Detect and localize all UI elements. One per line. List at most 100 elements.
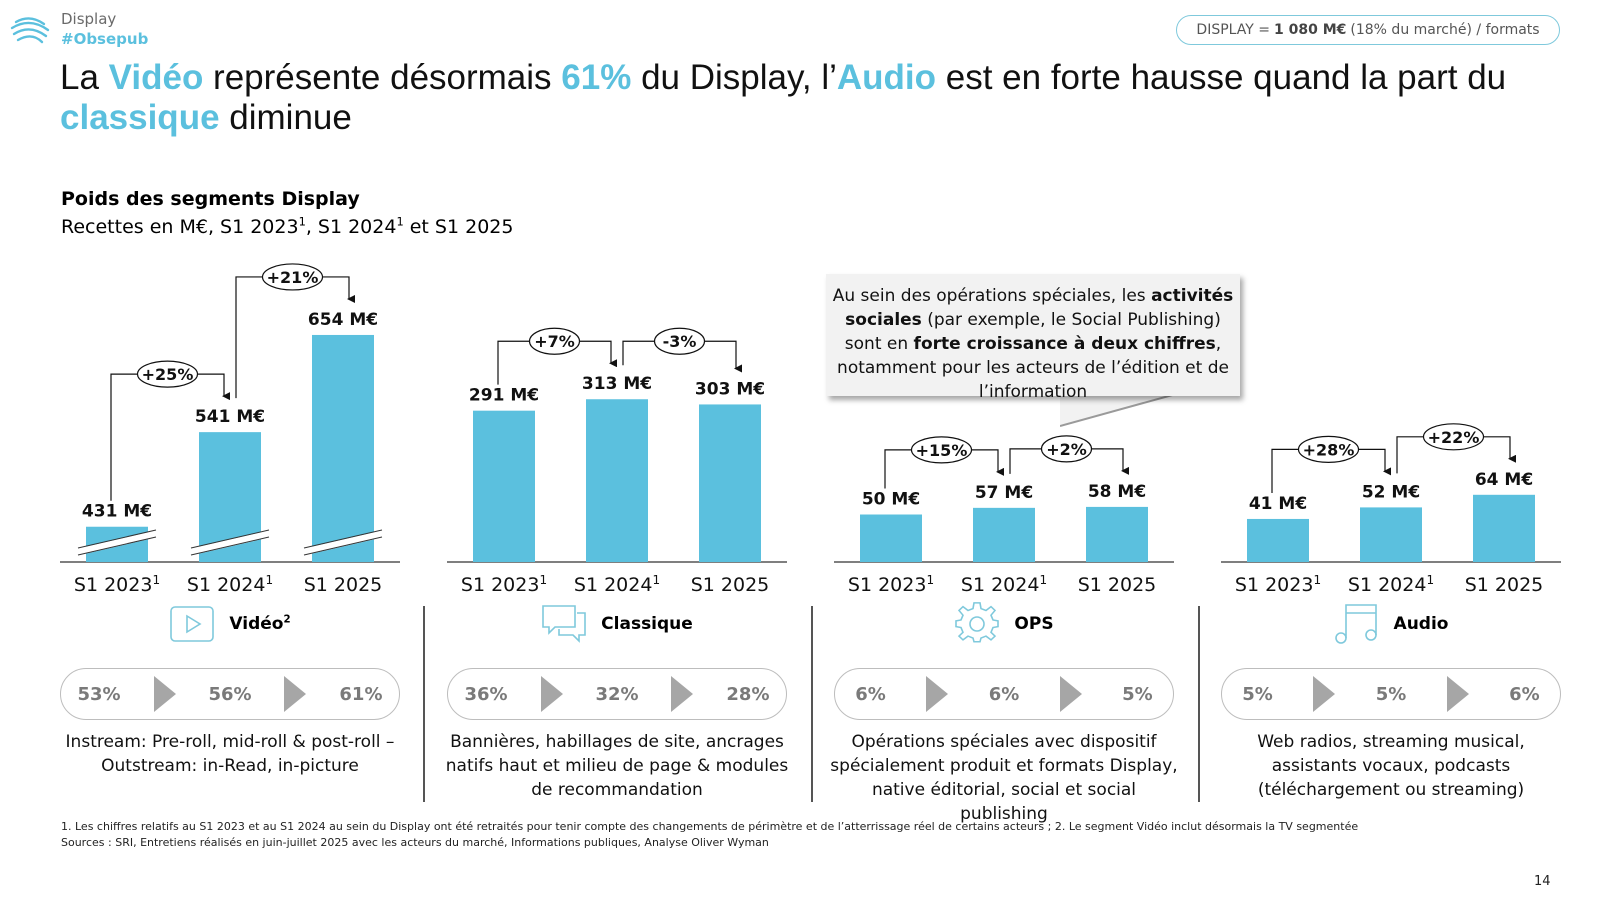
title-highlight: classique xyxy=(60,98,220,137)
share-value: 32% xyxy=(595,683,639,705)
callout-text: (par exemple, le Social Publishing) sont… xyxy=(844,310,1221,354)
bar-s1-2025 xyxy=(1473,494,1535,562)
value-label: 654 M€ xyxy=(308,310,378,330)
category-label: S1 20241 xyxy=(1348,573,1434,596)
segment-title: Vidéo2 xyxy=(229,614,291,634)
title-highlight: Vidéo xyxy=(108,58,204,97)
caption-part: Recettes en M€, S1 2023 xyxy=(61,216,299,238)
value-label: 52 M€ xyxy=(1362,482,1420,502)
category-label: S1 20231 xyxy=(461,573,547,596)
segment-header: OPS xyxy=(834,602,1174,643)
share-value: 6% xyxy=(1509,683,1540,705)
axis-break-gap xyxy=(303,530,383,556)
title-text: représente désormais xyxy=(203,58,562,97)
share-pill: 53% 56% 61% xyxy=(60,668,400,720)
value-label: 313 M€ xyxy=(582,374,652,394)
category-label: S1 20231 xyxy=(1235,573,1321,596)
callout-bold: activités sociales xyxy=(845,286,1234,330)
segment-title: OPS xyxy=(1014,614,1054,634)
growth-badge xyxy=(136,360,199,388)
growth-badge xyxy=(1422,423,1485,451)
share-pill: 5% 5% 6% xyxy=(1221,668,1561,720)
arrow-right-icon xyxy=(671,676,694,712)
growth-label: +15% xyxy=(916,441,968,460)
value-label: 57 M€ xyxy=(975,483,1033,503)
growth-label: +28% xyxy=(1303,440,1355,459)
bar-s1-2024 xyxy=(586,399,648,562)
growth-badge xyxy=(261,263,324,291)
caption-part: , S1 2024 xyxy=(305,216,397,238)
value-label: 303 M€ xyxy=(695,379,765,399)
pill-suffix: (18% du marché) / formats xyxy=(1350,22,1540,38)
axis-break-line xyxy=(303,536,383,556)
growth-badge xyxy=(1297,435,1360,463)
growth-label: -3% xyxy=(663,332,697,351)
segment-header: Classique xyxy=(447,605,787,643)
panel-divider xyxy=(811,606,813,802)
caption-part: et S1 2025 xyxy=(403,216,514,238)
growth-badge xyxy=(910,436,973,464)
page-title: La Vidéo représente désormais 61% du Dis… xyxy=(60,58,1560,138)
share-value: 61% xyxy=(339,683,383,705)
share-value: 5% xyxy=(1242,683,1273,705)
share-value: 36% xyxy=(464,683,508,705)
growth-label: +7% xyxy=(534,332,575,351)
growth-badge xyxy=(653,327,706,355)
title-text: La xyxy=(60,58,109,97)
sources: Sources : SRI, Entretiens réalisés en ju… xyxy=(61,836,769,849)
arrow-right-icon xyxy=(153,676,176,712)
axis-break-line xyxy=(190,536,270,556)
share-value: 53% xyxy=(77,683,121,705)
panel-divider xyxy=(423,606,425,802)
segment-description: Instream: Pre-roll, mid-roll & post-roll… xyxy=(65,732,395,776)
title-highlight: Audio xyxy=(836,58,937,97)
title-highlight: 61% xyxy=(561,58,632,97)
share-value: 6% xyxy=(855,683,886,705)
bar-s1-2023 xyxy=(860,514,922,562)
bar-s1-2024 xyxy=(1360,507,1422,562)
panel-divider xyxy=(1198,606,1200,802)
chart-heading: Poids des segments Display xyxy=(61,188,360,210)
play-icon xyxy=(169,605,215,643)
segment-header: Vidéo2 xyxy=(60,605,400,643)
bar-s1-2025 xyxy=(699,404,761,562)
bar-s1-2023 xyxy=(1247,518,1309,562)
arrow-right-icon xyxy=(1446,676,1469,712)
callout-pointer xyxy=(1060,394,1177,427)
category-label: S1 20231 xyxy=(74,573,160,596)
arrow-right-icon xyxy=(1313,676,1336,712)
display-total-pill: DISPLAY = 1 080 M€ (18% du marché) / for… xyxy=(1176,15,1560,45)
category-label: S1 20241 xyxy=(574,573,660,596)
segment-description: Opérations spéciales avec dispositif spé… xyxy=(830,732,1178,824)
axis-break-line xyxy=(303,529,383,549)
footnote-ref: 1 xyxy=(298,214,306,229)
share-pill: 6% 6% 5% xyxy=(834,668,1174,720)
gear-icon xyxy=(954,602,1000,643)
title-text: du Display, l’ xyxy=(631,58,837,97)
hashtag-label: #Obsepub xyxy=(61,30,149,48)
category-label: S1 2025 xyxy=(304,574,383,596)
ops-callout: Au sein des opérations spéciales, les ac… xyxy=(826,274,1240,402)
arrow-right-icon xyxy=(926,676,949,712)
axis-break-line xyxy=(77,529,157,549)
share-value: 56% xyxy=(208,683,252,705)
category-label: S1 20231 xyxy=(848,573,934,596)
axis-break-line xyxy=(190,529,270,549)
category-label: S1 20241 xyxy=(187,573,273,596)
axis-break-gap xyxy=(190,530,270,556)
bar-s1-2024 xyxy=(973,507,1035,562)
segment-description: Bannières, habillages de site, ancrages … xyxy=(445,732,789,800)
value-label: 58 M€ xyxy=(1088,482,1146,502)
segment-title: Audio xyxy=(1393,614,1449,634)
category-label: S1 2025 xyxy=(691,574,770,596)
arrow-right-icon xyxy=(284,676,307,712)
category-label: S1 2025 xyxy=(1465,574,1544,596)
callout-text: Au sein des opérations spéciales, les xyxy=(832,286,1152,306)
value-label: 541 M€ xyxy=(195,407,265,427)
share-pill: 36% 32% 28% xyxy=(447,668,787,720)
value-label: 41 M€ xyxy=(1249,494,1307,514)
category-label: S1 20241 xyxy=(961,573,1047,596)
category-label: S1 2025 xyxy=(1078,574,1157,596)
growth-label: +22% xyxy=(1428,428,1480,447)
